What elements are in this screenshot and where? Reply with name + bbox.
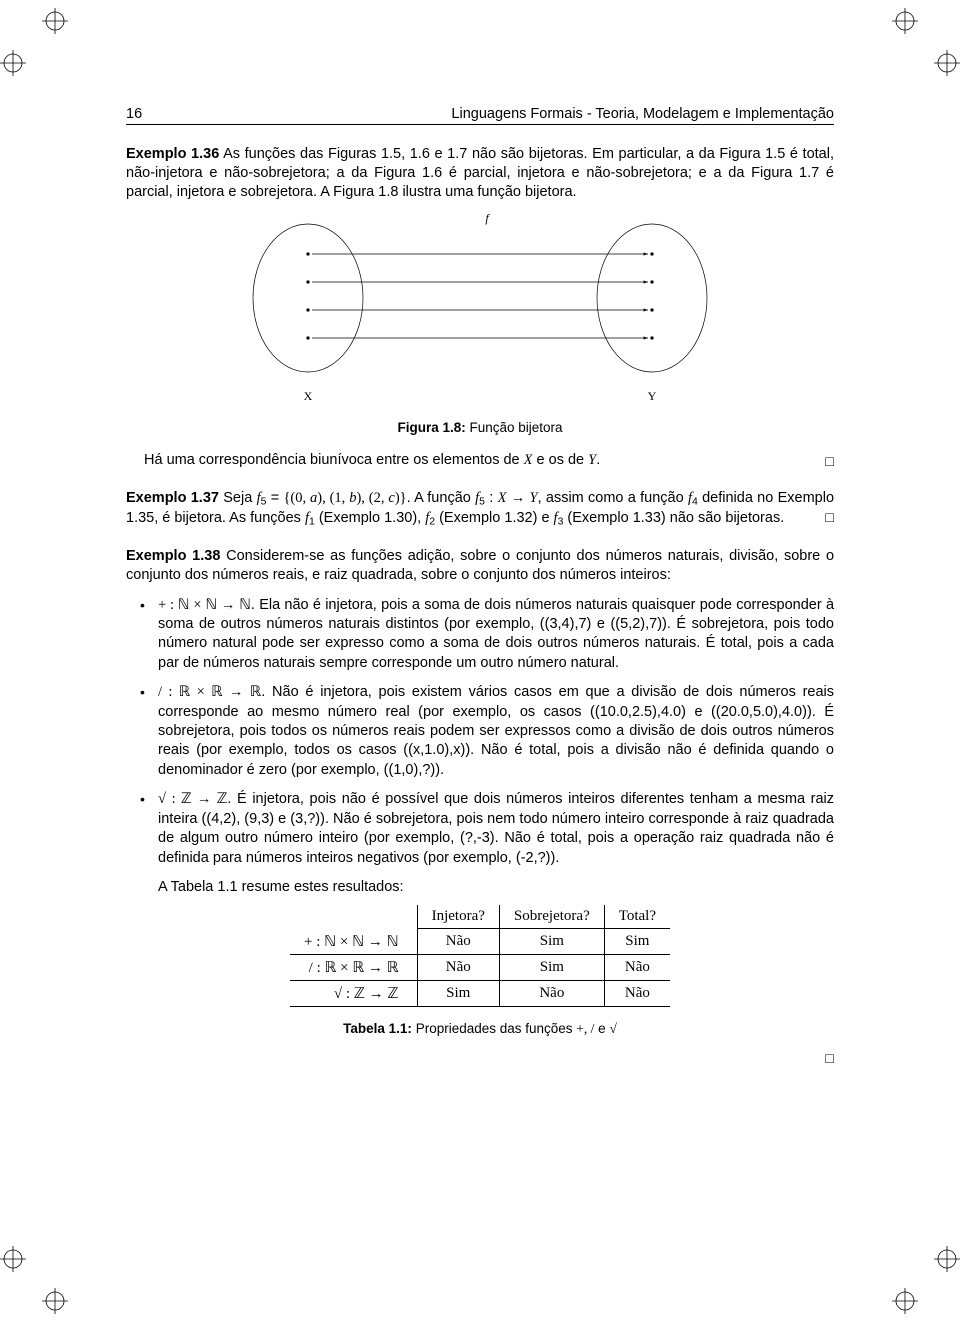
list-item: + : ℕ × ℕ → ℕ. Ela não é injetora, pois … — [126, 596, 834, 674]
example-1-38-intro-text: Considerem-se as funções adição, sobre o… — [126, 548, 834, 583]
running-header: 16 Linguagens Formais - Teoria, Modelage… — [126, 106, 834, 122]
list-item: / : ℝ × ℝ → ℝ. Não é injetora, pois exis… — [126, 683, 834, 780]
crop-mark-tr2 — [934, 50, 960, 76]
figure-1-8-caption-text: Função bijetora — [469, 420, 562, 435]
crop-mark-tr — [892, 8, 918, 34]
biunivoca-text: Há uma correspondência biunívoca entre o… — [144, 452, 600, 468]
figure-1-8: f X Y — [126, 214, 834, 406]
svg-text:f: f — [485, 214, 490, 225]
qed-icon: □ — [825, 509, 834, 528]
crop-mark-br2 — [934, 1246, 960, 1272]
table-1-1-caption: Tabela 1.1: Propriedades das funções +, … — [126, 1021, 834, 1037]
qed-icon: □ — [126, 1051, 834, 1068]
figure-1-8-svg: f X Y — [245, 214, 715, 406]
figure-1-8-caption: Figura 1.8: Função bijetora — [126, 420, 834, 435]
svg-text:X: X — [304, 389, 313, 403]
table-1-1-caption-label: Tabela 1.1: — [343, 1021, 412, 1036]
crop-mark-br — [892, 1288, 918, 1314]
crop-mark-tl — [42, 8, 68, 34]
running-title: Linguagens Formais - Teoria, Modelagem e… — [451, 106, 834, 122]
table-1-1-table: Injetora?Sobrejetora?Total?+ : ℕ × ℕ → ℕ… — [290, 905, 670, 1007]
crop-mark-tl2 — [0, 50, 26, 76]
header-rule — [126, 124, 834, 125]
example-1-36-text: As funções das Figuras 1.5, 1.6 e 1.7 nã… — [126, 146, 834, 200]
qed-icon: □ — [807, 453, 834, 472]
example-1-36-label: Exemplo 1.36 — [126, 146, 219, 162]
list-item: √ : ℤ → ℤ. É injetora, pois não é possív… — [126, 790, 834, 868]
figure-1-8-caption-label: Figura 1.8: — [397, 420, 465, 435]
svg-text:Y: Y — [648, 389, 657, 403]
example-1-37-label: Exemplo 1.37 — [126, 490, 219, 506]
example-1-38-bullets: + : ℕ × ℕ → ℕ. Ela não é injetora, pois … — [126, 596, 834, 868]
example-1-38-summary: A Tabela 1.1 resume estes resultados: — [126, 878, 834, 897]
crop-mark-bl — [42, 1288, 68, 1314]
example-1-38-intro: Exemplo 1.38 Considerem-se as funções ad… — [126, 547, 834, 585]
page-body: 16 Linguagens Formais - Teoria, Modelage… — [126, 106, 834, 1068]
crop-mark-bl2 — [0, 1246, 26, 1272]
example-1-37: Exemplo 1.37 Seja f5 = {(0, a), (1, b), … — [126, 489, 834, 530]
example-1-37-text: Seja f5 = {(0, a), (1, b), (2, c)}. A fu… — [126, 490, 834, 526]
page-number: 16 — [126, 106, 142, 122]
table-1-1: Injetora?Sobrejetora?Total?+ : ℕ × ℕ → ℕ… — [126, 905, 834, 1007]
biunivoca-line: Há uma correspondência biunívoca entre o… — [126, 451, 834, 470]
table-1-1-caption-text: Propriedades das funções +, / e √ — [416, 1021, 617, 1036]
example-1-36: Exemplo 1.36 As funções das Figuras 1.5,… — [126, 145, 834, 202]
example-1-38-label: Exemplo 1.38 — [126, 548, 220, 564]
